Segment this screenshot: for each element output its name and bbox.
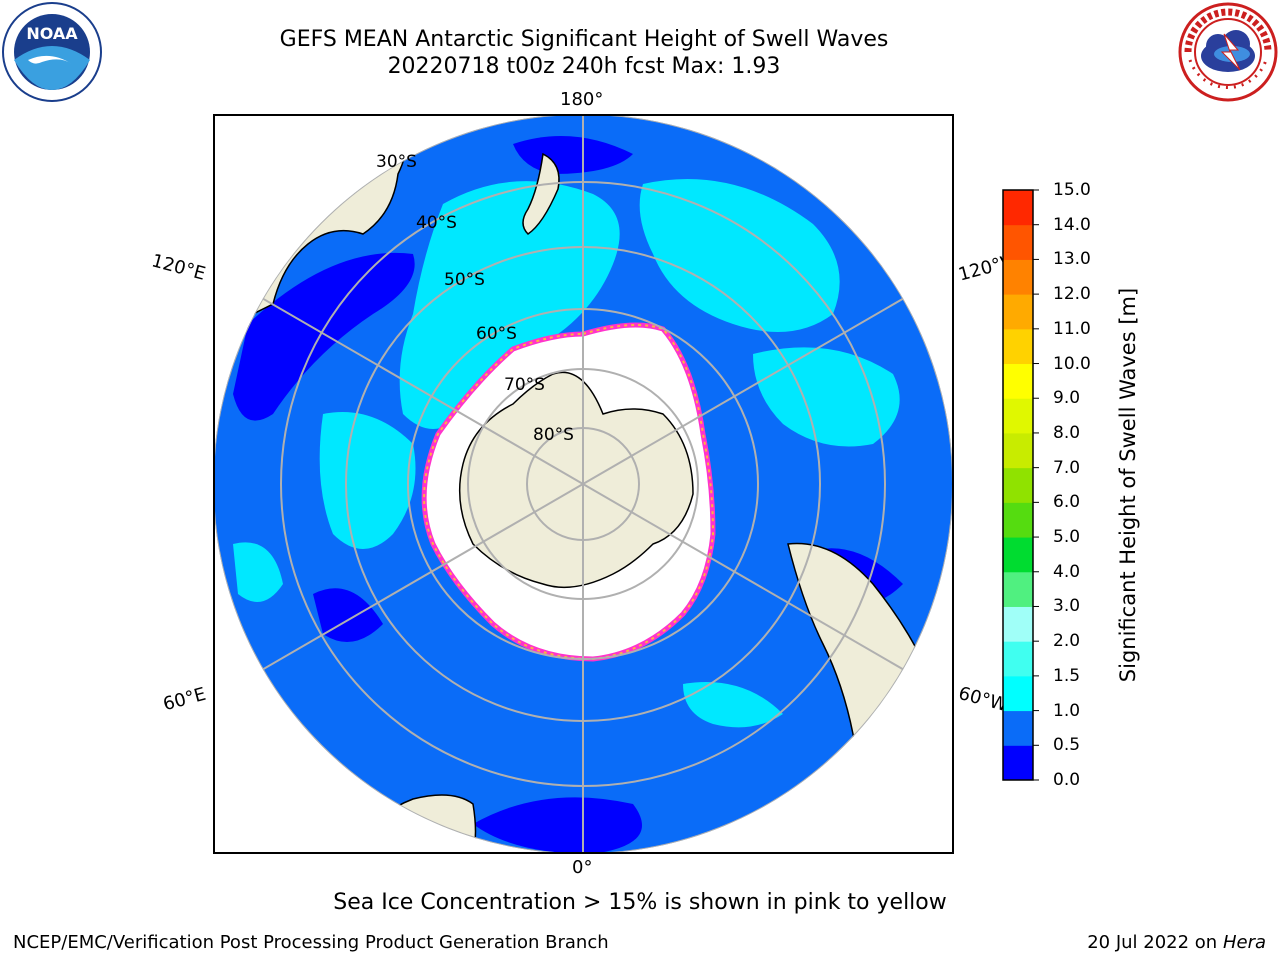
swell-band-mid [233,542,283,602]
longitude-label-120e: 120°E [149,250,208,285]
colorbar-tick-label: 12.0 [1053,284,1091,305]
colorbar-segment [1003,502,1033,538]
swell-band-low [473,797,642,854]
colorbar-segment [1003,467,1033,503]
map-subtitle: 20220718 t00z 240h fcst Max: 1.93 [387,54,781,79]
longitude-label-180: 180° [560,89,604,110]
colorbar-segment [1003,363,1033,399]
colorbar-border [1002,189,1034,781]
colorbar-segment [1003,432,1033,469]
colorbar-tick-label: 0.5 [1053,735,1081,756]
colorbar-segment [1003,259,1033,295]
colorbar-tick-label: 15.0 [1053,180,1091,200]
colorbar-tick-label: 2.0 [1053,631,1081,652]
colorbar-segment [1003,606,1033,642]
swell-band-mid [319,412,416,549]
colorbar-segment [1003,537,1033,573]
latitude-label-80s: 80°S [533,425,574,445]
colorbar-tick-label: 1.0 [1053,700,1081,721]
swell-band-low [233,252,415,421]
footer-machine: Hera [1222,932,1266,953]
noaa-logo-text: NOAA [26,24,78,43]
noaa-logo: NOAA [2,2,102,102]
longitude-gridlines [213,114,953,854]
longitude-label-0: 0° [572,857,593,878]
swell-band-mid [639,179,840,332]
colorbar-segment [1003,675,1033,712]
colorbar-title: Significant Height of Swell Waves [m] [1116,287,1140,683]
colorbar-segment [1003,571,1033,607]
latitude-label-40s: 40°S [416,213,457,233]
latitude-label-70s: 70°S [504,375,545,395]
colorbar-tick-label: 5.0 [1053,527,1081,548]
footer-date-text: 20 Jul 2022 on [1087,932,1223,953]
polar-map [213,114,954,854]
footer-date: 20 Jul 2022 on Hera [1087,932,1266,954]
national-weather-service-logo [1178,2,1278,102]
colorbar-tick-label: 13.0 [1053,249,1091,270]
colorbar-segment [1003,641,1033,677]
map-title: GEFS MEAN Antarctic Significant Height o… [279,27,889,52]
sea-ice-caption: Sea Ice Concentration > 15% is shown in … [333,890,947,915]
colorbar-segment [1003,294,1033,330]
colorbar-segment [1003,710,1033,746]
colorbar-tick-label: 9.0 [1053,388,1081,409]
swell-band-mid [683,682,783,728]
swell-band-low [313,588,383,642]
colorbar-tick-label: 4.0 [1053,561,1081,582]
latitude-label-30s: 30°S [376,152,417,172]
map-border [213,114,954,854]
colorbar-segment [1003,328,1033,365]
swell-band-mid [399,181,620,429]
latitude-label-60s: 60°S [476,324,517,344]
colorbar-tick-label: 7.0 [1053,457,1081,478]
colorbar-segment [1003,745,1033,781]
colorbar-segment [1003,224,1033,260]
colorbar-tick-label: 14.0 [1053,214,1091,235]
longitude-label-60e: 60°E [160,683,209,716]
land-new-zealand [522,152,560,235]
colorbar-tick-label: 8.0 [1053,422,1081,443]
colorbar-tick-label: 1.5 [1053,665,1081,686]
colorbar-tick-label: 3.0 [1053,596,1081,617]
colorbar-tick-label: 10.0 [1053,353,1091,374]
colorbar-segment [1003,398,1033,434]
footer-credit: NCEP/EMC/Verification Post Processing Pr… [13,932,609,953]
colorbar-tick-label: 0.0 [1053,770,1081,790]
colorbar-tick-label: 6.0 [1053,492,1081,513]
colorbar-segment [1003,190,1033,226]
colorbar-tick-label: 11.0 [1053,318,1091,339]
colorbar [1002,189,1039,781]
latitude-label-50s: 50°S [444,270,485,290]
